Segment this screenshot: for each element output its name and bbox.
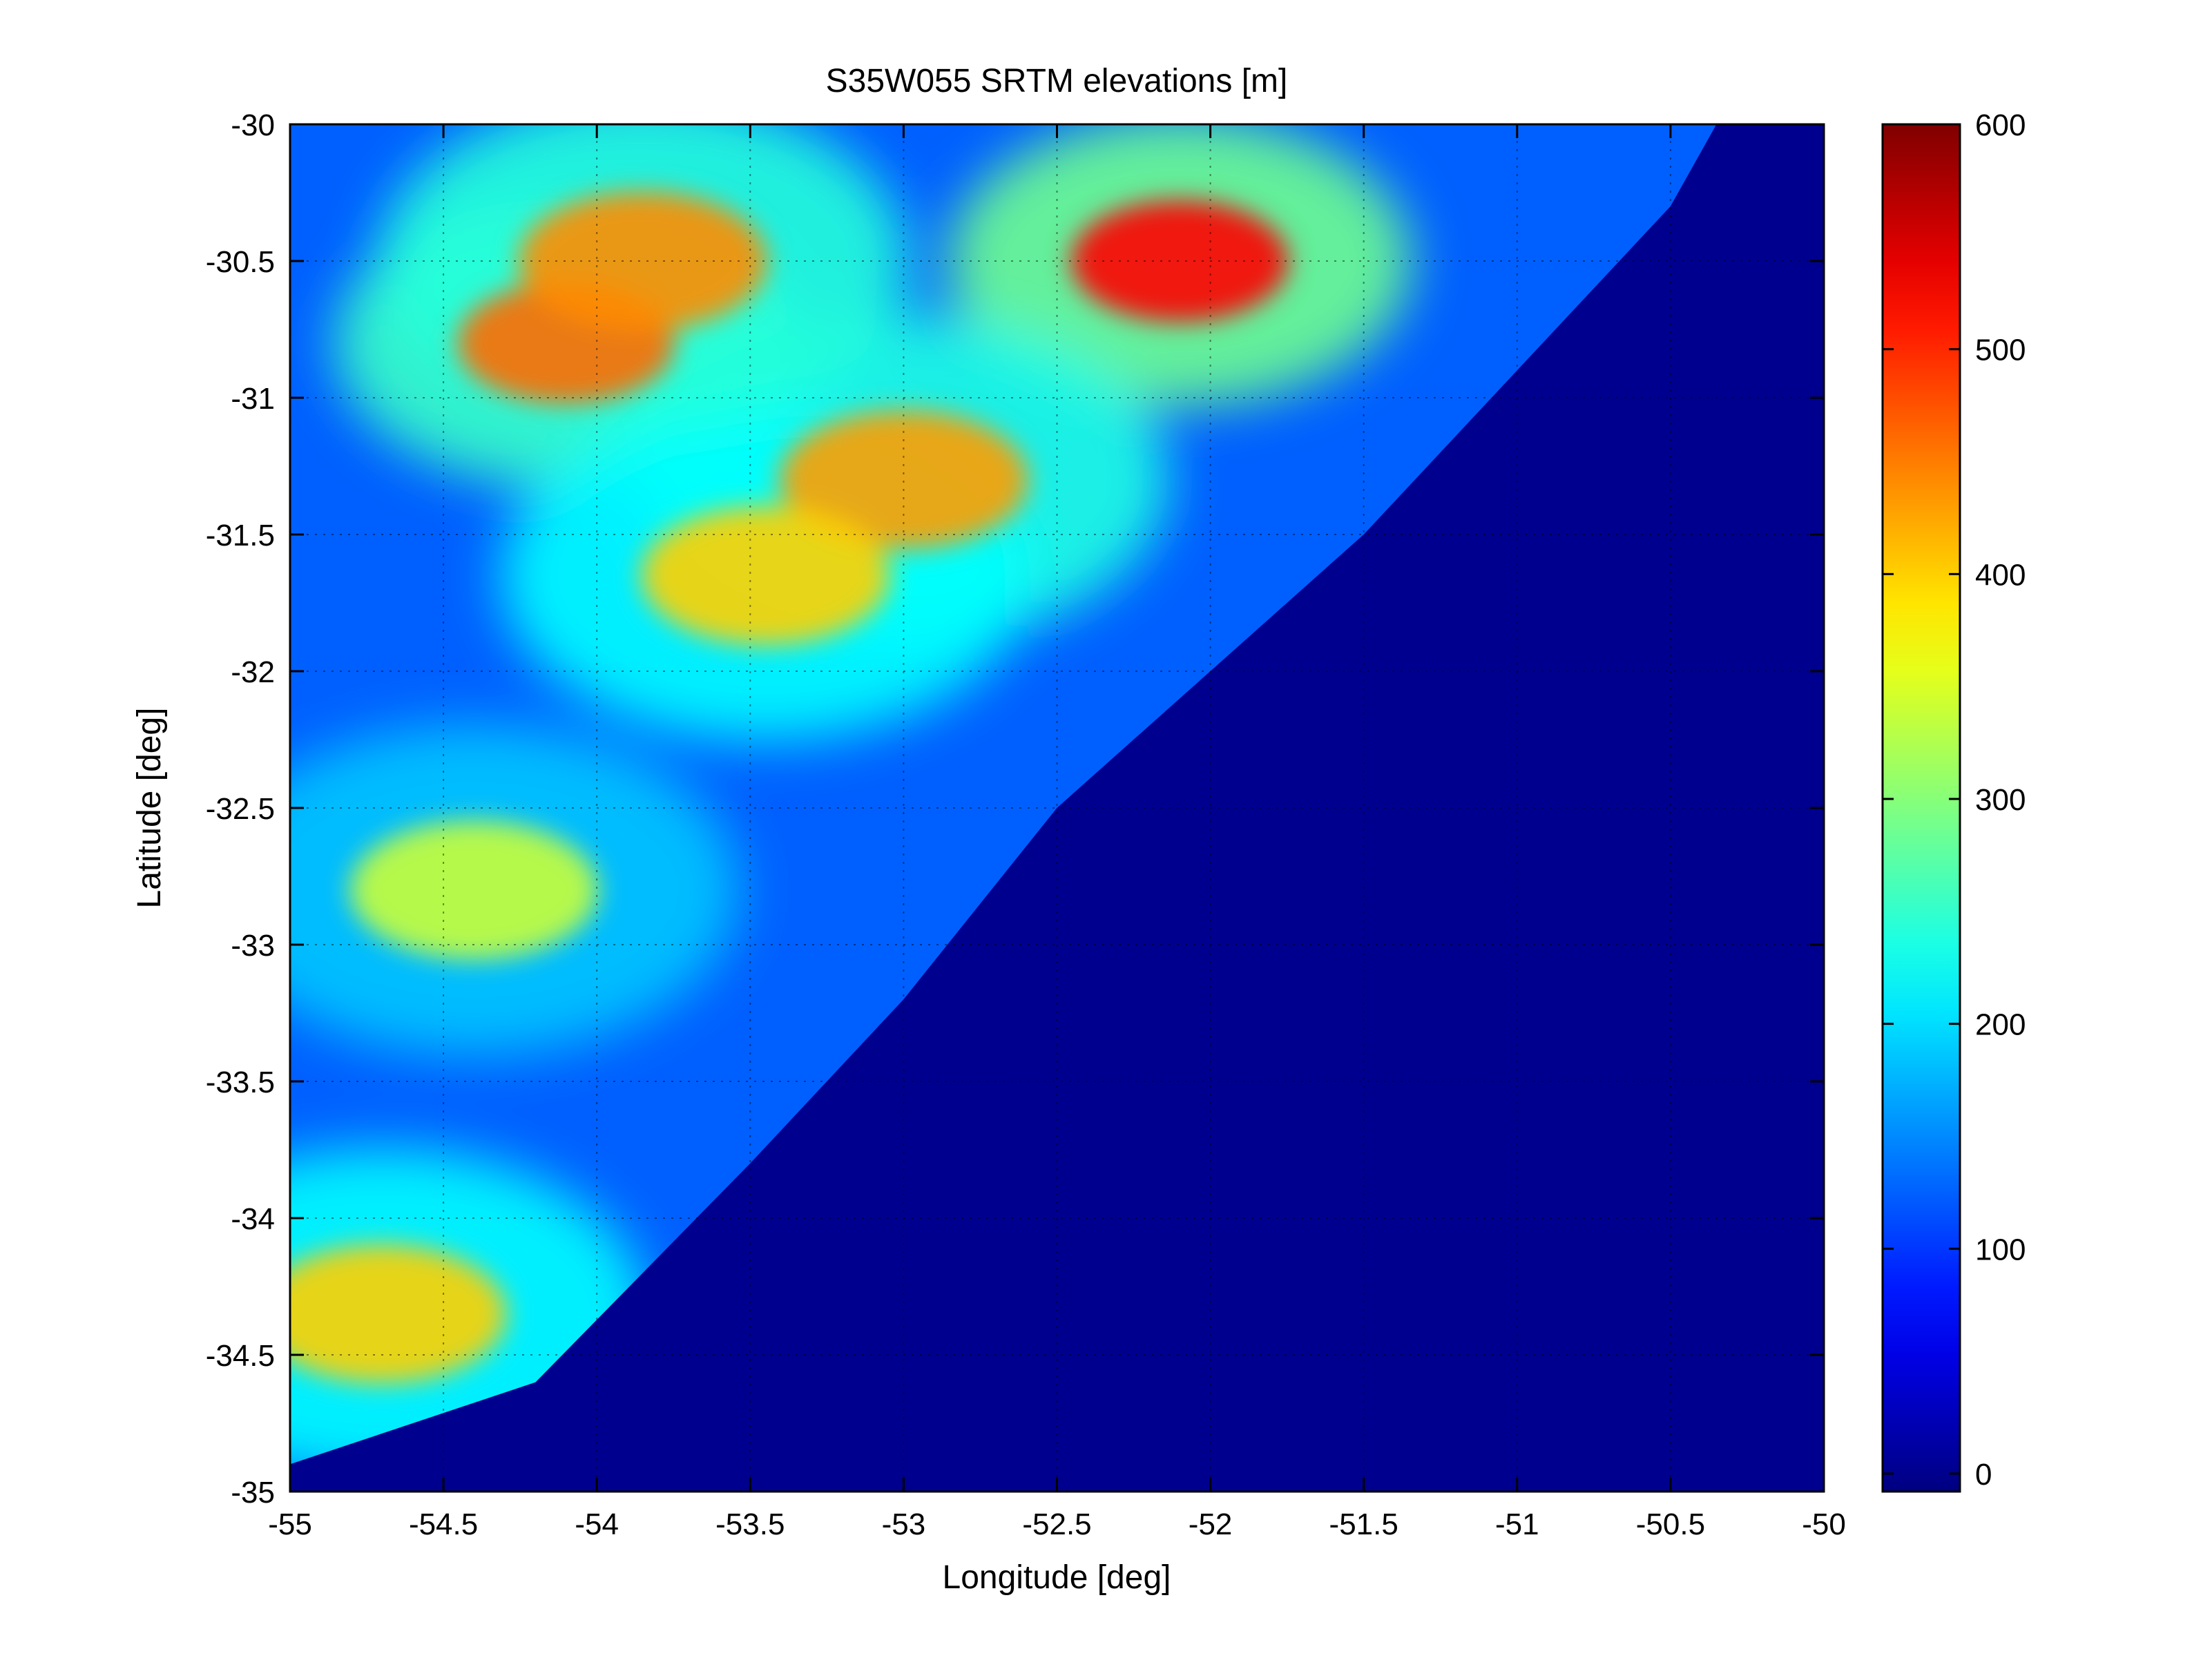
- y-axis-label: Latitude [deg]: [131, 708, 168, 909]
- y-axis: -30 -30.5 -31 -31.5 -32 -32.5 -33 -33.5 -34 -34.5…: [206, 108, 1824, 1510]
- relief-peak: [290, 1244, 507, 1384]
- relief-peak: [779, 410, 1028, 550]
- grid-lines: [290, 124, 1824, 1492]
- x-tick-label: -54: [575, 1507, 619, 1541]
- y-tick-label: -31.5: [206, 519, 275, 552]
- y-tick-label: -34: [231, 1202, 275, 1236]
- x-axis-label: Longitude [deg]: [943, 1559, 1171, 1596]
- elevation-peaks: [290, 191, 1289, 1384]
- y-tick-label: -35: [231, 1476, 275, 1510]
- colorbar-tick-label: 500: [1975, 334, 2026, 367]
- y-tick-label: -30.5: [206, 245, 275, 279]
- y-tick-label: -33.5: [206, 1066, 275, 1099]
- x-tick-label: -55: [268, 1507, 312, 1541]
- relief-peak: [518, 191, 767, 331]
- colorbar-tick-label: 400: [1975, 558, 2026, 592]
- relief-peak: [1070, 200, 1289, 322]
- plot-area: [290, 124, 1824, 1492]
- colorbar-tick-label: 0: [1975, 1458, 1992, 1492]
- y-tick-label: -33: [231, 929, 275, 963]
- relief-peak: [641, 505, 890, 646]
- chart-title: S35W055 SRTM elevations [m]: [826, 63, 1288, 99]
- colorbar-tick-label: 100: [1975, 1233, 2026, 1266]
- y-tick-label: -30: [231, 108, 275, 142]
- x-tick-label: -50.5: [1636, 1507, 1705, 1541]
- y-tick-label: -34.5: [206, 1339, 275, 1373]
- x-tick-label: -50: [1802, 1507, 1846, 1541]
- colorbar: 0 100 200 300 400 500 600: [1881, 108, 2026, 1493]
- x-tick-label: -54.5: [409, 1507, 478, 1541]
- colorbar-tick-label: 300: [1975, 783, 2026, 817]
- y-tick-label: -32.5: [206, 792, 275, 826]
- x-tick-label: -53: [882, 1507, 926, 1541]
- y-tick-label: -31: [231, 382, 275, 416]
- x-axis: -55 -54.5 -54 -53.5 -53 -52.5 -52 -51.5 -51 -50.5…: [268, 124, 1846, 1541]
- x-tick-label: -51: [1495, 1507, 1539, 1541]
- x-tick-label: -52: [1189, 1507, 1233, 1541]
- x-tick-label: -52.5: [1022, 1507, 1091, 1541]
- y-tick-label: -32: [231, 655, 275, 689]
- x-tick-label: -53.5: [715, 1507, 785, 1541]
- colorbar-ticks: 0 100 200 300 400 500 600: [1883, 108, 2026, 1492]
- relief-peak: [349, 820, 599, 960]
- colorbar-scale: [1881, 123, 1961, 1493]
- x-tick-label: -51.5: [1329, 1507, 1398, 1541]
- colorbar-tick-label: 600: [1975, 108, 2026, 142]
- colorbar-tick-label: 200: [1975, 1008, 2026, 1042]
